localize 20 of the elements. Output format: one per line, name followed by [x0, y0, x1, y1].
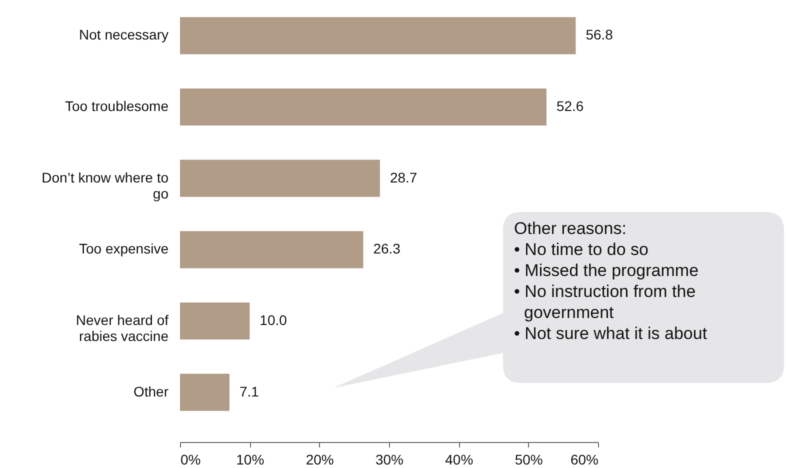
data-label: 10.0 — [260, 312, 288, 328]
data-label: 7.1 — [239, 383, 260, 400]
y-tick-label: Too troublesome — [64, 98, 169, 114]
x-tick-label: 50% — [514, 452, 543, 468]
y-tick-label: Not necessary — [79, 26, 168, 43]
y-tick-label: Other — [133, 383, 169, 400]
x-tick-label: 40% — [445, 452, 474, 468]
y-tick-label: Too expensive — [78, 240, 169, 257]
y-tick-label: Never heard of rabies vaccine — [76, 312, 169, 344]
data-label: 28.7 — [390, 169, 418, 186]
data-label: 56.8 — [586, 26, 614, 43]
data-label: 26.3 — [373, 240, 401, 257]
x-tick-label: 60% — [570, 452, 598, 468]
x-tick-label: 30% — [375, 452, 404, 468]
y-tick-label: Don’t know where to go — [42, 169, 169, 202]
x-tick-label: 20% — [306, 452, 334, 468]
x-tick-label: 0% — [180, 452, 201, 468]
data-label: 52.6 — [556, 98, 584, 114]
annotation: Other reasons: • No time to do so • Missed the programme • No instruction from the government • Not sure what it is about — [514, 218, 708, 344]
x-tick-label: 10% — [236, 452, 264, 468]
